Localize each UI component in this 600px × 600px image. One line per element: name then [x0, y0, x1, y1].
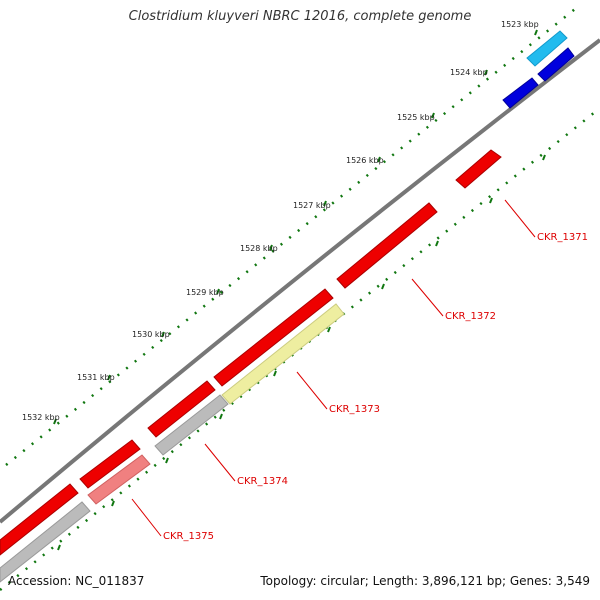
genome-summary-text: Topology: circular; Length: 3,896,121 bp… — [260, 574, 590, 588]
gene-grey-edge[interactable] — [0, 501, 91, 583]
forward-strand-genes — [502, 30, 575, 109]
label-ckr-1372[interactable]: CKR_1372 — [445, 311, 496, 322]
gene-ckr-1374[interactable] — [154, 394, 229, 456]
kbp-label-1531: 1531 kbp — [77, 373, 115, 382]
leader-ckr-1375 — [131, 498, 162, 537]
label-ckr-1374[interactable]: CKR_1374 — [237, 476, 288, 487]
gene-red-a[interactable] — [213, 288, 334, 387]
leader-ckr-1373 — [296, 371, 328, 410]
gene-label-leaders — [131, 199, 536, 537]
genome-backbone — [0, 38, 600, 524]
gene-labels: CKR_1371 CKR_1372 CKR_1373 CKR_1374 CKR_… — [163, 232, 588, 542]
leader-ckr-1371 — [504, 199, 536, 238]
gene-cyan[interactable] — [526, 30, 568, 67]
kbp-label-1524: 1524 kbp — [450, 68, 488, 77]
gene-ckr-1375[interactable] — [87, 454, 151, 505]
kbp-labels: 1523 kbp 1524 kbp 1525 kbp 1526 kbp 1527… — [22, 20, 539, 422]
gene-blue-1[interactable] — [537, 47, 575, 82]
kbp-label-1525: 1525 kbp — [397, 113, 435, 122]
gene-red-b[interactable] — [147, 380, 216, 438]
gene-ckr-1373[interactable] — [221, 303, 345, 405]
gene-red-d[interactable] — [0, 483, 79, 556]
leader-ckr-1372 — [411, 278, 444, 317]
outer-dotted-track — [5, 4, 581, 466]
leader-ckr-1374 — [204, 443, 236, 482]
genome-title: Clostridium kluyveri NBRC 12016, complet… — [128, 9, 472, 24]
kbp-label-1530: 1530 kbp — [132, 330, 170, 339]
kbp-label-1529: 1529 kbp — [186, 288, 224, 297]
gene-ckr-1371[interactable] — [455, 149, 502, 189]
kbp-label-1523: 1523 kbp — [501, 20, 539, 29]
gene-ckr-1372[interactable] — [336, 202, 438, 289]
label-ckr-1371[interactable]: CKR_1371 — [537, 232, 588, 243]
tick-track-outer — [5, 4, 581, 466]
kbp-label-1528: 1528 kbp — [240, 244, 278, 253]
gene-red-c[interactable] — [79, 439, 141, 489]
major-ticks — [53, 29, 546, 551]
reverse-strand-genes — [0, 149, 502, 583]
kbp-label-1526: 1526 kbp — [346, 156, 384, 165]
label-ckr-1375[interactable]: CKR_1375 — [163, 531, 214, 542]
gene-blue-2[interactable] — [502, 77, 539, 109]
inner-major-ticks — [57, 154, 546, 551]
outer-major-ticks — [53, 29, 538, 425]
kbp-label-1527: 1527 kbp — [293, 201, 331, 210]
kbp-label-1532: 1532 kbp — [22, 413, 60, 422]
label-ckr-1373[interactable]: CKR_1373 — [329, 404, 380, 415]
accession-text: Accession: NC_011837 — [8, 574, 145, 588]
